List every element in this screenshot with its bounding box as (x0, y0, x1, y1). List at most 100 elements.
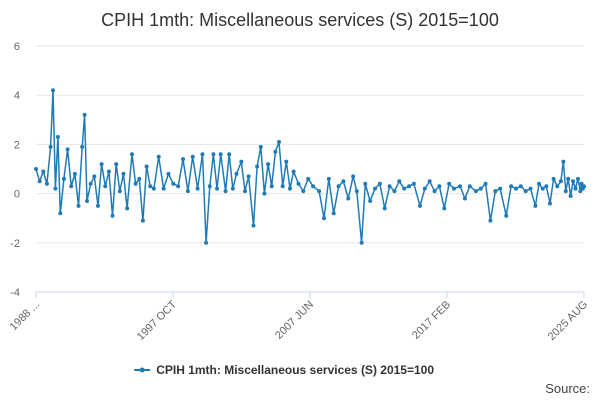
data-point (239, 159, 244, 164)
legend-label: CPIH 1mth: Miscellaneous services (S) 20… (156, 363, 434, 377)
data-point (61, 176, 66, 181)
data-point (258, 144, 263, 149)
data-point (280, 184, 285, 189)
data-point (447, 181, 452, 186)
data-point (230, 186, 235, 191)
data-point (368, 198, 373, 203)
data-point (148, 184, 153, 189)
data-point (301, 189, 306, 194)
data-point (181, 157, 186, 162)
data-point (573, 186, 578, 191)
data-point (171, 181, 176, 186)
data-point (382, 206, 387, 211)
data-point (544, 184, 549, 189)
data-point (140, 218, 145, 223)
data-point (44, 181, 49, 186)
data-point (523, 189, 528, 194)
data-point (269, 184, 274, 189)
x-tick-label: 2017 FEB (410, 299, 453, 342)
data-point (277, 139, 282, 144)
data-point (321, 216, 326, 221)
data-point (137, 176, 142, 181)
data-point (48, 144, 53, 149)
data-point (95, 203, 100, 208)
y-tick-label: 6 (14, 41, 20, 53)
data-point (125, 206, 130, 211)
chart-title: CPIH 1mth: Miscellaneous services (S) 20… (101, 10, 499, 30)
data-point (518, 184, 523, 189)
data-point (255, 164, 260, 169)
data-point (190, 154, 195, 159)
data-point (144, 164, 149, 169)
y-tick-label: 2 (14, 139, 20, 151)
data-point (218, 152, 223, 157)
data-point (377, 181, 382, 186)
data-point (411, 181, 416, 186)
data-point (513, 186, 518, 191)
data-point (55, 135, 60, 140)
legend-marker-icon (139, 367, 145, 373)
data-point (458, 184, 463, 189)
data-point (106, 169, 111, 174)
data-point (509, 184, 514, 189)
y-tick-label: -4 (10, 287, 20, 299)
data-point (578, 189, 583, 194)
data-point (306, 176, 311, 181)
data-point (37, 179, 42, 184)
data-point (427, 179, 432, 184)
x-tick-label: 1997 OCT (135, 298, 180, 343)
data-point (363, 181, 368, 186)
data-point (402, 186, 407, 191)
data-point (117, 189, 122, 194)
data-point (442, 206, 447, 211)
data-point (373, 186, 378, 191)
data-point (437, 184, 442, 189)
data-point (92, 174, 97, 179)
data-point (200, 152, 205, 157)
data-point (76, 203, 81, 208)
data-point (176, 184, 181, 189)
data-point (284, 159, 289, 164)
data-point (473, 189, 478, 194)
data-point (558, 179, 563, 184)
y-tick-label: 0 (14, 189, 20, 201)
data-point (161, 186, 166, 191)
data-point (34, 167, 38, 171)
data-point (488, 218, 493, 223)
data-point (204, 240, 209, 245)
data-point (547, 201, 552, 206)
data-point (582, 184, 586, 189)
data-point (540, 186, 545, 191)
data-point (417, 203, 422, 208)
data-point (551, 176, 556, 181)
data-point (528, 186, 533, 191)
data-point (566, 176, 571, 181)
data-point (114, 162, 119, 167)
data-point (251, 223, 256, 228)
x-tick-label: 2025 AUG (546, 299, 590, 343)
y-tick-label: -2 (10, 238, 20, 250)
data-point (336, 184, 341, 189)
data-point (156, 154, 161, 159)
data-point (234, 171, 239, 176)
data-point (311, 184, 316, 189)
data-point (215, 186, 220, 191)
data-point (110, 213, 115, 218)
data-point (287, 186, 292, 191)
data-point (88, 181, 93, 186)
data-point (211, 152, 216, 157)
data-point (533, 203, 538, 208)
data-point (266, 162, 271, 167)
data-point (462, 196, 467, 201)
data-point (354, 189, 359, 194)
data-point (133, 181, 138, 186)
data-point (346, 196, 351, 201)
data-point (51, 88, 56, 93)
data-point (575, 176, 580, 181)
data-point (195, 186, 200, 191)
data-point (72, 171, 77, 176)
data-point (69, 184, 74, 189)
data-point (561, 159, 566, 164)
